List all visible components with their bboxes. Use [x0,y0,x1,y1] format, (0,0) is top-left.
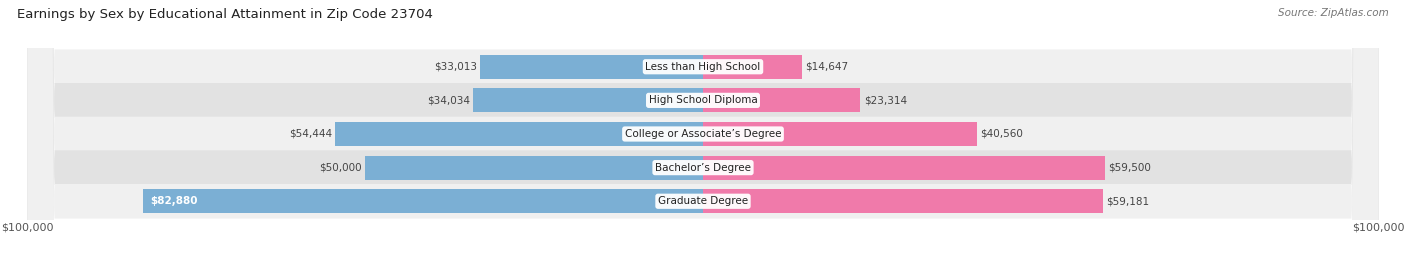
Bar [474,88,703,113]
Bar [703,189,1102,213]
Text: High School Diploma: High School Diploma [648,95,758,105]
Bar [335,122,703,146]
Text: $34,034: $34,034 [427,95,470,105]
Text: $54,444: $54,444 [288,129,332,139]
Text: College or Associate’s Degree: College or Associate’s Degree [624,129,782,139]
Text: $59,181: $59,181 [1107,196,1149,206]
Bar [143,189,703,213]
Text: $59,500: $59,500 [1108,163,1152,173]
Bar [703,55,801,79]
Text: $14,647: $14,647 [806,62,848,72]
FancyBboxPatch shape [28,0,1378,268]
FancyBboxPatch shape [28,0,1378,268]
Text: $50,000: $50,000 [319,163,361,173]
Text: Less than High School: Less than High School [645,62,761,72]
Text: Graduate Degree: Graduate Degree [658,196,748,206]
Bar [366,155,703,180]
Text: Source: ZipAtlas.com: Source: ZipAtlas.com [1278,8,1389,18]
Bar [703,155,1105,180]
Text: $33,013: $33,013 [433,62,477,72]
FancyBboxPatch shape [28,0,1378,268]
FancyBboxPatch shape [28,0,1378,268]
FancyBboxPatch shape [28,0,1378,268]
Text: $82,880: $82,880 [150,196,197,206]
Bar [703,122,977,146]
Text: $40,560: $40,560 [980,129,1024,139]
Text: Bachelor’s Degree: Bachelor’s Degree [655,163,751,173]
Bar [703,88,860,113]
Text: $23,314: $23,314 [863,95,907,105]
Bar [479,55,703,79]
Text: Earnings by Sex by Educational Attainment in Zip Code 23704: Earnings by Sex by Educational Attainmen… [17,8,433,21]
